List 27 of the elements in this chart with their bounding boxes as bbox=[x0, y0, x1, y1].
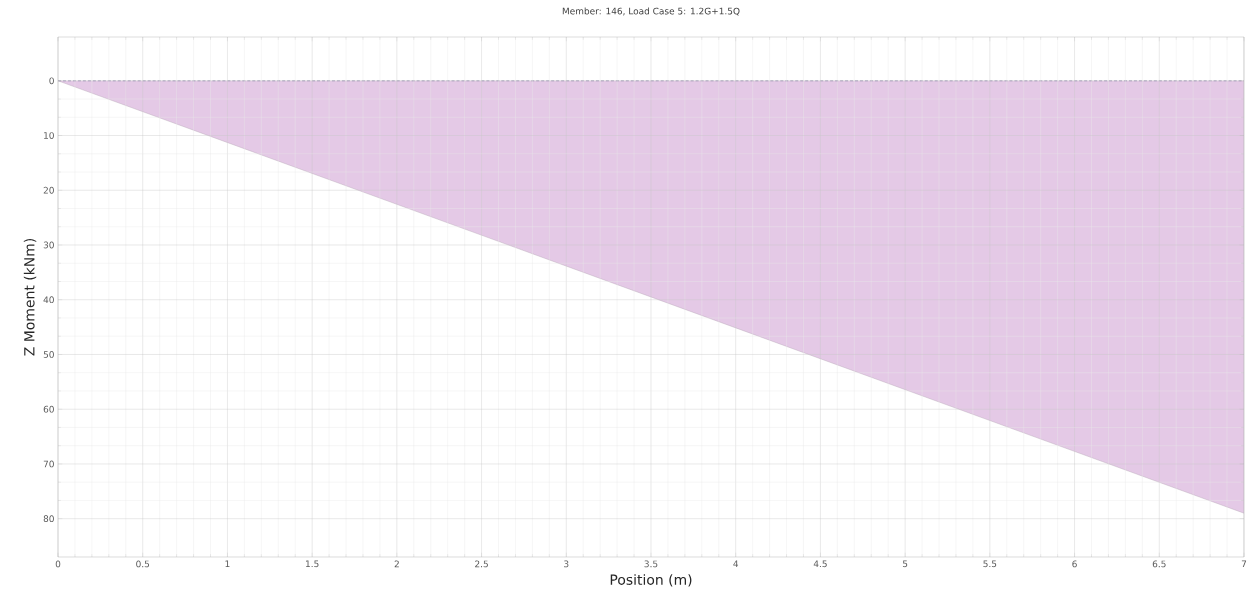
y-tick-label: 0 bbox=[49, 77, 54, 85]
y-axis-title: Z Moment (kNm) bbox=[23, 238, 37, 356]
y-tick-label: 80 bbox=[43, 515, 54, 523]
y-tick-label: 70 bbox=[43, 460, 54, 468]
y-tick-label: 10 bbox=[44, 132, 54, 139]
x-tick-label: 3.5 bbox=[644, 560, 658, 568]
x-tick-label: 2.5 bbox=[475, 560, 488, 568]
y-tick-label: 20 bbox=[43, 186, 54, 194]
x-tick-label: 4 bbox=[733, 560, 739, 568]
x-tick-label: 3 bbox=[564, 560, 569, 568]
x-tick-label: 0 bbox=[55, 560, 61, 568]
x-tick-label: 4.5 bbox=[813, 560, 827, 568]
y-tick-label: 60 bbox=[43, 405, 54, 413]
x-tick-label: 6.5 bbox=[1152, 560, 1166, 568]
x-tick-label: 0.5 bbox=[136, 560, 150, 568]
x-tick-label: 6 bbox=[1072, 560, 1077, 568]
x-tick-label: 7 bbox=[1241, 560, 1247, 568]
x-axis-title: Position (m) bbox=[610, 574, 692, 587]
x-tick-label: 2 bbox=[394, 560, 399, 568]
x-tick-label: 5 bbox=[902, 560, 908, 568]
x-tick-label: 5.5 bbox=[983, 560, 997, 568]
x-tick-label: 1.5 bbox=[306, 560, 319, 568]
x-tick-label: 1 bbox=[225, 560, 230, 568]
y-tick-label: 40 bbox=[43, 296, 54, 304]
y-tick-label: 30 bbox=[43, 241, 54, 249]
y-tick-label: 50 bbox=[43, 351, 54, 358]
chart-title: Member: 146, Load Case 5: 1.2G+1.5Q bbox=[562, 7, 740, 16]
